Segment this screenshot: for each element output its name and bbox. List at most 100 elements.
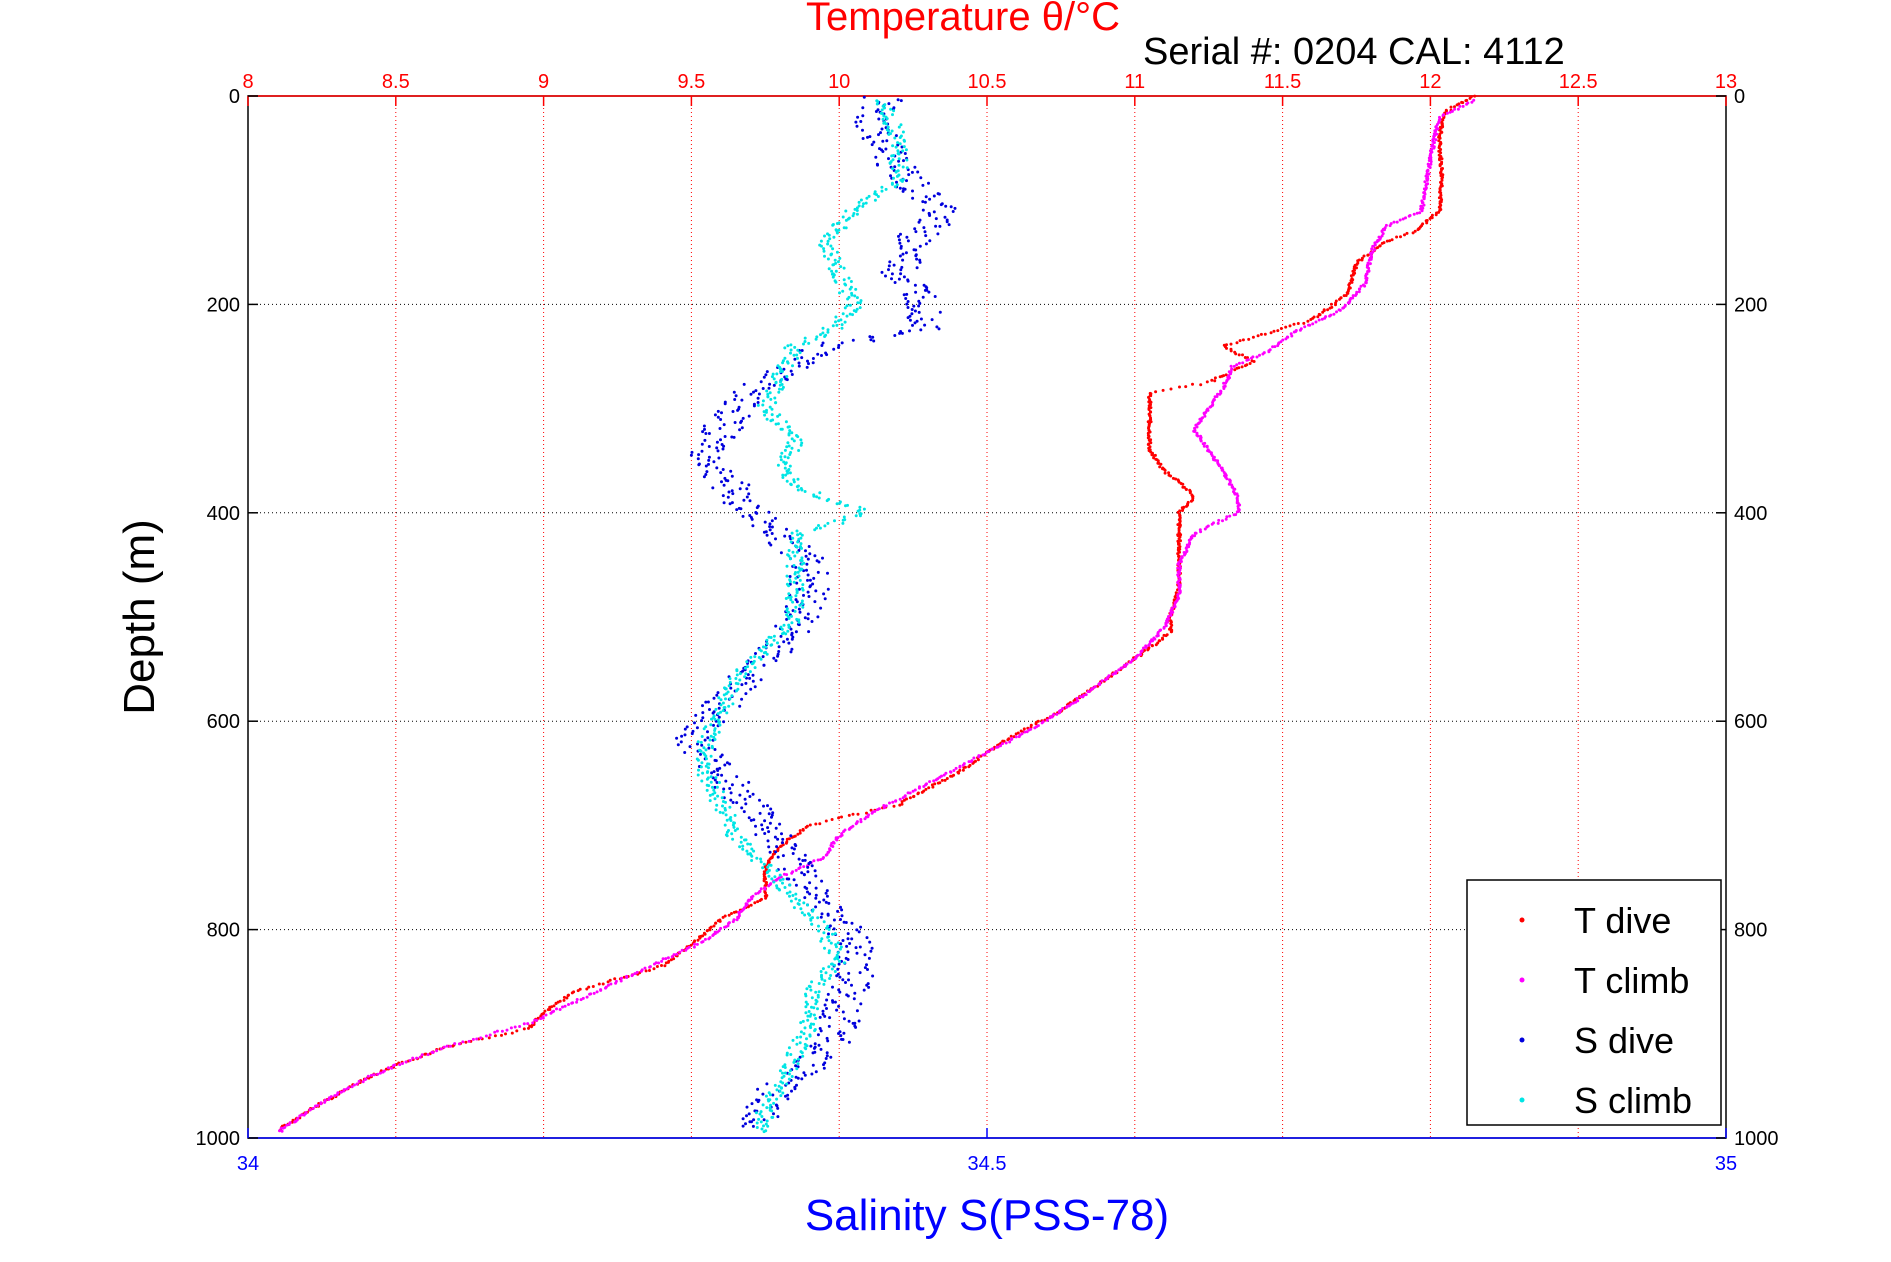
data-point [742,382,746,386]
data-point [967,760,971,764]
data-point [585,995,589,999]
data-point [842,1017,846,1021]
data-point [1233,368,1237,372]
data-point [809,1026,813,1030]
data-point [901,165,905,169]
data-point [830,818,834,821]
data-point [831,845,835,848]
data-point [1388,224,1392,228]
data-point [1456,107,1460,111]
temperature-tick-label: 12 [1419,71,1441,93]
data-point [806,870,810,874]
data-point [1164,624,1168,628]
data-point [720,796,724,800]
data-point [361,1080,365,1084]
data-point [1415,211,1419,215]
data-point [874,110,878,113]
data-point [785,564,789,568]
data-point [1366,261,1370,265]
data-point [764,891,767,895]
data-point [756,403,760,407]
data-point [806,557,810,561]
data-point [712,924,716,928]
data-point [778,822,782,826]
data-point [750,517,754,521]
data-point [666,956,670,960]
data-point [793,357,797,361]
data-point [816,1033,820,1037]
data-point [708,928,712,932]
data-point [893,334,897,337]
data-point [620,976,623,980]
data-point [771,852,775,856]
data-point [839,265,843,269]
data-point [754,824,757,828]
data-point [509,1026,513,1030]
data-point [754,1111,758,1115]
data-point [826,571,829,575]
data-point [820,937,824,941]
data-point [715,693,719,697]
data-point [1173,601,1177,605]
data-point [847,978,850,982]
data-point [855,928,859,932]
data-point [820,354,823,357]
data-point [1009,734,1013,738]
data-point [1225,477,1229,481]
data-point [831,247,835,251]
data-point [901,149,905,153]
data-point [1357,290,1361,294]
data-point [789,540,793,544]
data-point [738,428,742,432]
data-point [768,1093,772,1097]
data-point [847,1040,851,1044]
data-point [918,260,922,264]
data-point [808,578,812,582]
data-point [791,852,795,855]
data-point [891,800,895,804]
data-point [741,844,745,848]
data-point [780,387,784,391]
data-point [471,1037,475,1041]
data-point [1181,509,1184,512]
data-point [693,721,696,725]
data-point [821,967,825,971]
data-point [1423,180,1427,184]
data-point [867,956,871,960]
data-point [539,1017,543,1021]
data-point [917,304,921,308]
data-point [735,689,738,693]
data-point [302,1113,306,1117]
data-point [792,906,796,910]
data-point [717,715,721,719]
data-point [858,306,862,310]
data-point [949,770,952,774]
data-point [735,669,739,673]
data-point [1130,658,1134,662]
data-point [725,830,729,834]
data-point [716,919,720,923]
data-point [776,463,780,467]
data-point [794,892,798,896]
data-point [817,900,821,904]
data-point [719,438,722,442]
data-point [833,519,836,523]
data-point [759,857,763,861]
data-point [945,777,949,780]
data-point [917,220,921,224]
data-point [722,787,726,791]
data-point [1229,372,1233,376]
data-point [813,1029,817,1033]
data-point [730,501,734,505]
data-point [794,897,798,901]
data-point [937,192,941,196]
data-point [345,1087,349,1091]
data-point [484,1034,488,1038]
data-point [1147,643,1151,647]
data-point [1338,297,1341,301]
data-point [719,703,723,707]
data-point [900,800,904,804]
data-point [917,786,921,790]
data-point [934,778,938,782]
data-point [924,195,928,199]
